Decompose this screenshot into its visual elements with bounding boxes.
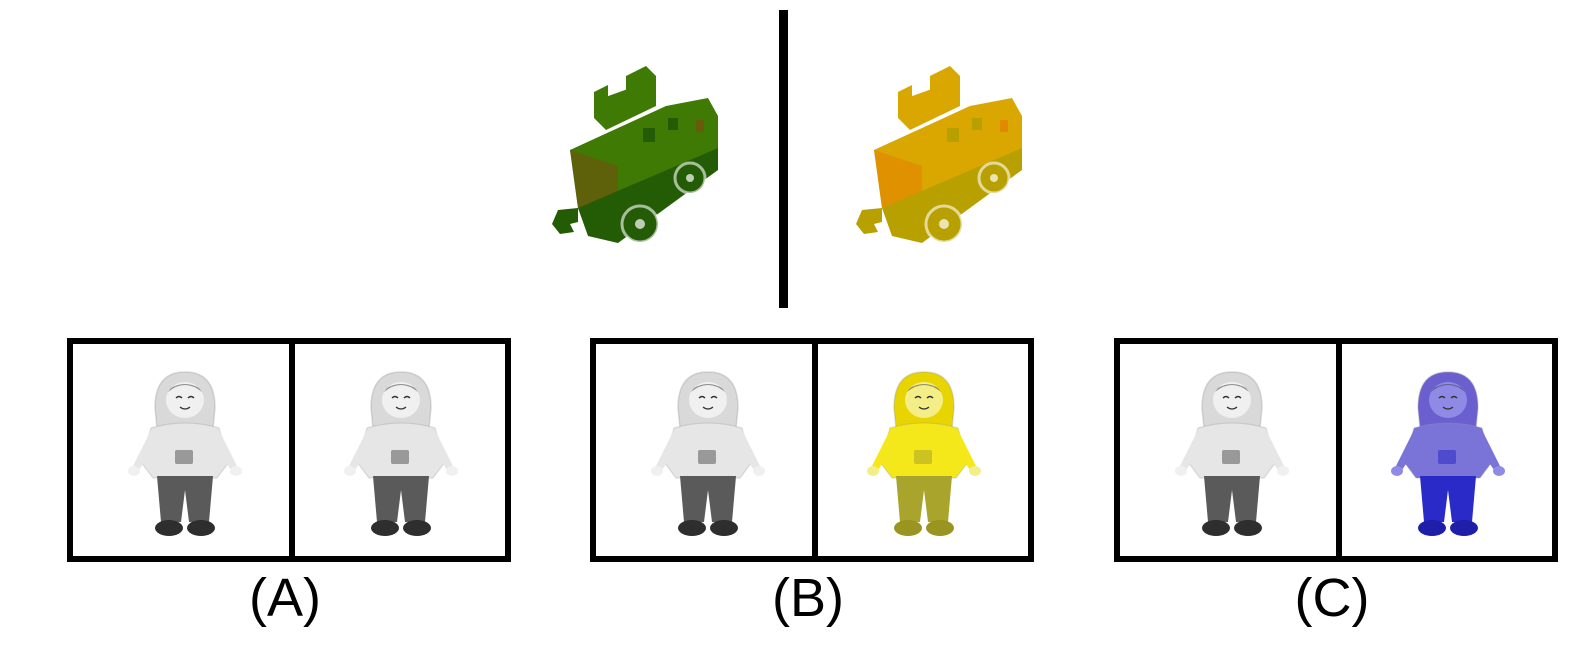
option-b-panel — [590, 338, 1034, 562]
option-c-right-doll — [1388, 366, 1508, 544]
toy-train-caboose-icon — [552, 63, 718, 244]
doll-figure-icon — [867, 371, 981, 536]
option-b-left-doll — [648, 366, 768, 544]
train-right — [852, 58, 1032, 253]
option-a-label: (A) — [249, 568, 321, 628]
doll-figure-icon — [1391, 371, 1505, 536]
option-c-panel — [1114, 338, 1558, 562]
option-b-right-doll — [864, 366, 984, 544]
doll-figure-icon — [128, 371, 242, 536]
option-c-left-doll — [1172, 366, 1292, 544]
option-a-panel — [67, 338, 511, 562]
option-a-divider — [289, 344, 295, 556]
option-b-label: (B) — [772, 568, 844, 628]
top-divider — [779, 10, 788, 308]
toy-train-caboose-icon — [856, 63, 1022, 244]
option-a-right-doll — [341, 366, 461, 544]
train-left — [548, 58, 728, 253]
option-b-divider — [812, 344, 818, 556]
option-c-label: (C) — [1294, 568, 1370, 628]
doll-figure-icon — [1175, 371, 1289, 536]
doll-figure-icon — [344, 371, 458, 536]
doll-figure-icon — [651, 371, 765, 536]
option-a-left-doll — [125, 366, 245, 544]
option-c-divider — [1336, 344, 1342, 556]
